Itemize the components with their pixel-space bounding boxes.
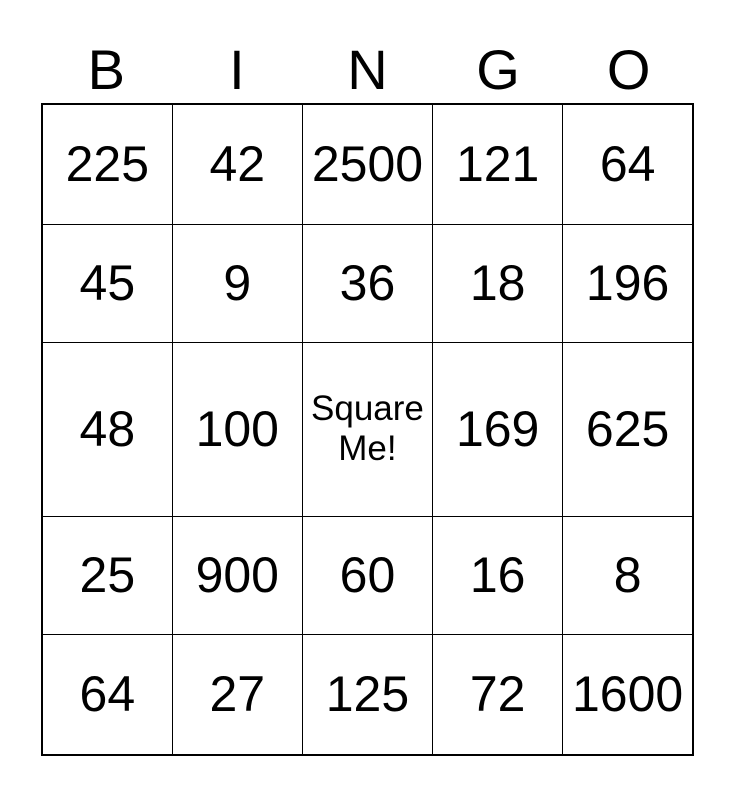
bingo-cell-r0c2[interactable]: 2500 — [301, 103, 434, 225]
bingo-cell-r3c4[interactable]: 8 — [562, 515, 694, 636]
header-letter-o: O — [606, 38, 651, 101]
bingo-card: B I N G O 225 42 2500 121 64 45 9 36 18 196 48 100 S… — [41, 0, 694, 756]
header-letter-i: I — [229, 38, 245, 101]
bingo-cell-r2c1[interactable]: 100 — [171, 342, 303, 517]
bingo-free-cell[interactable]: Square Me! — [301, 342, 434, 517]
bingo-cell-r2c0[interactable]: 48 — [41, 342, 173, 517]
bingo-cell-r4c1[interactable]: 27 — [171, 634, 303, 756]
bingo-cell-r4c0[interactable]: 64 — [41, 634, 173, 756]
bingo-cell-r2c3[interactable]: 169 — [432, 342, 564, 517]
bingo-cell-r0c0[interactable]: 225 — [41, 103, 173, 225]
bingo-cell-r1c1[interactable]: 9 — [171, 223, 303, 344]
bingo-row-1: 45 9 36 18 196 — [41, 223, 694, 344]
bingo-row-2: 48 100 Square Me! 169 625 — [41, 342, 694, 517]
bingo-cell-r3c3[interactable]: 16 — [432, 515, 564, 636]
bingo-cell-r4c3[interactable]: 72 — [432, 634, 564, 756]
bingo-cell-r0c3[interactable]: 121 — [432, 103, 564, 225]
bingo-row-0: 225 42 2500 121 64 — [41, 103, 694, 225]
bingo-grid: 225 42 2500 121 64 45 9 36 18 196 48 100 Square Me! 1… — [41, 103, 694, 756]
bingo-cell-r0c1[interactable]: 42 — [171, 103, 303, 225]
bingo-cell-r2c4[interactable]: 625 — [562, 342, 694, 517]
bingo-row-4: 64 27 125 72 1600 — [41, 634, 694, 756]
bingo-cell-r1c3[interactable]: 18 — [432, 223, 564, 344]
bingo-cell-r3c0[interactable]: 25 — [41, 515, 173, 636]
bingo-cell-r1c4[interactable]: 196 — [562, 223, 694, 344]
bingo-cell-r4c2[interactable]: 125 — [301, 634, 434, 756]
header-letter-n: N — [347, 38, 388, 101]
header-letter-b: B — [87, 38, 125, 101]
bingo-cell-r1c2[interactable]: 36 — [301, 223, 434, 344]
header-letter-g: G — [476, 38, 520, 101]
bingo-cell-r3c1[interactable]: 900 — [171, 515, 303, 636]
bingo-cell-r4c4[interactable]: 1600 — [562, 634, 694, 756]
bingo-header: B I N G O — [41, 0, 694, 103]
bingo-grid-body: 225 42 2500 121 64 45 9 36 18 196 48 100 Square Me! 1… — [41, 103, 694, 756]
bingo-cell-r3c2[interactable]: 60 — [301, 515, 434, 636]
bingo-row-3: 25 900 60 16 8 — [41, 515, 694, 636]
bingo-cell-r0c4[interactable]: 64 — [562, 103, 694, 225]
bingo-cell-r1c0[interactable]: 45 — [41, 223, 173, 344]
